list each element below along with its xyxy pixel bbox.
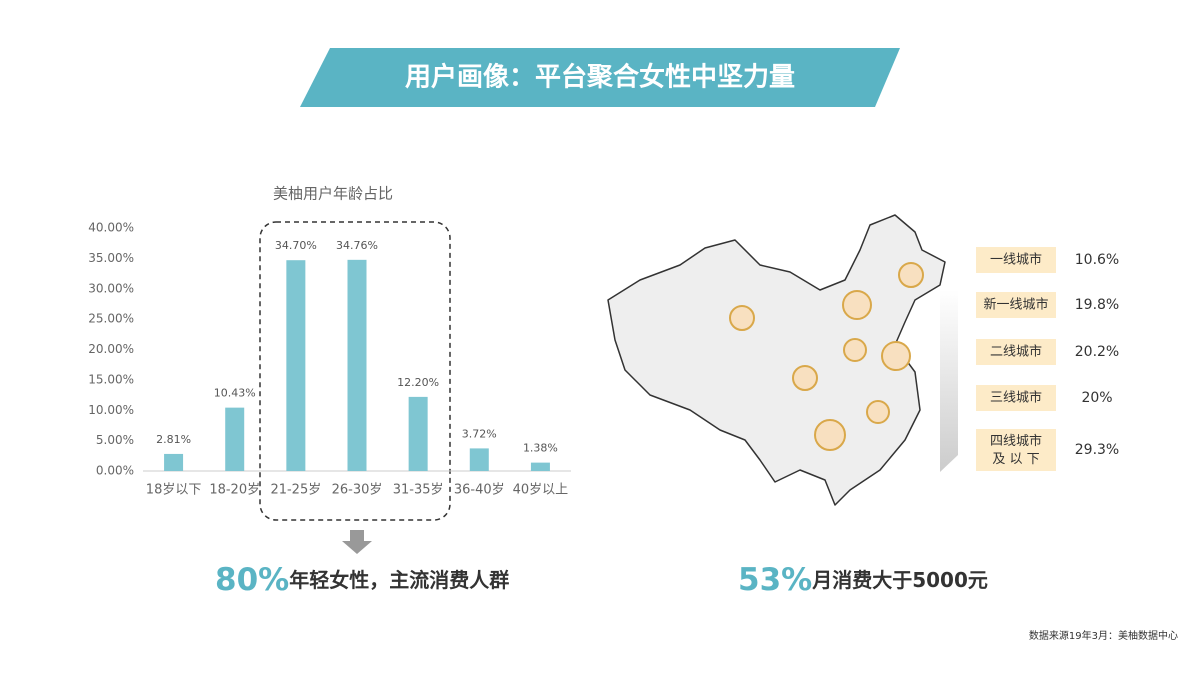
bar-chart: 0.00% 5.00% 10.00% 15.00% 20.00% 25.00% 30.00%… [88, 221, 571, 498]
title-banner [300, 48, 900, 107]
y-tick-label: 15.00% [88, 372, 134, 386]
city-tiers: 一线城市 10.6% 新一线城市 19.8% 二线城市 20.2% 三线城市 20% 四线城市及… [976, 247, 1119, 471]
map-pins [729, 262, 924, 451]
x-tick-label: 18岁以下 [146, 483, 202, 498]
y-tick-label: 35.00% [88, 251, 134, 265]
tier-label: 新一线城市 [983, 297, 1048, 313]
tier-box [976, 247, 1056, 273]
data-label: 12.20% [397, 376, 439, 389]
callout-text: 月消费大于5000元 [811, 568, 988, 592]
tier-share: 19.8% [1075, 297, 1119, 313]
highlight-box [259, 221, 451, 521]
bar [469, 448, 489, 471]
callout: 80%年轻女性，主流消费人群 [215, 562, 509, 598]
chart-title: 美柚用户年龄占比 [273, 185, 393, 203]
callout-highlight: 53% [738, 562, 812, 598]
data-label: 1.38% [523, 442, 558, 455]
tier-box [976, 292, 1056, 318]
y-tick-label: 5.00% [96, 433, 134, 447]
bar [347, 259, 367, 471]
x-tick-label: 18-20岁 [209, 483, 260, 498]
bar [225, 407, 245, 471]
china-map [607, 214, 946, 506]
data-label: 3.72% [462, 427, 497, 440]
down-arrow [342, 530, 372, 554]
bar [408, 396, 428, 471]
tier-label: 一线城市 [990, 252, 1042, 268]
tier-label: 二线城市 [990, 344, 1042, 360]
y-tick-label: 40.00% [88, 221, 134, 235]
tier-box [976, 385, 1056, 411]
data-label: 10.43% [214, 387, 256, 400]
x-tick-label: 36-40岁 [454, 483, 505, 498]
bar [530, 462, 550, 471]
tier-bar [940, 290, 958, 472]
tier-share: 20% [1081, 390, 1112, 406]
tier-box [976, 339, 1056, 365]
tier-label: 三线城市 [990, 390, 1042, 406]
source: 数据来源19年3月：美柚数据中心 [1029, 629, 1178, 642]
data-label: 34.76% [336, 239, 378, 252]
tier-label: 四线城市及 以 下 [990, 433, 1042, 467]
data-label: 34.70% [275, 239, 317, 252]
y-tick-label: 0.00% [96, 464, 134, 478]
y-tick-label: 20.00% [88, 342, 134, 356]
x-tick-label: 31-35岁 [393, 483, 444, 498]
x-tick-label: 40岁以上 [513, 483, 569, 498]
bar [164, 453, 184, 471]
callout-text: 年轻女性，主流消费人群 [289, 568, 509, 592]
y-tick-label: 25.00% [88, 312, 134, 326]
bar [286, 260, 306, 471]
y-tick-label: 30.00% [88, 281, 134, 295]
data-label: 2.81% [156, 433, 191, 446]
slide-title: 用户画像：平台聚合女性中坚力量 [405, 62, 795, 93]
tier-box [976, 429, 1056, 471]
callout: 53%月消费大于5000元 [738, 562, 988, 598]
y-tick-label: 10.00% [88, 403, 134, 417]
x-tick-label: 26-30岁 [332, 483, 383, 498]
tier-share: 29.3% [1075, 442, 1119, 458]
x-tick-label: 21-25岁 [270, 483, 321, 498]
tier-share: 20.2% [1075, 344, 1119, 360]
callout-highlight: 80% [215, 562, 289, 598]
tier-share: 10.6% [1075, 252, 1119, 268]
